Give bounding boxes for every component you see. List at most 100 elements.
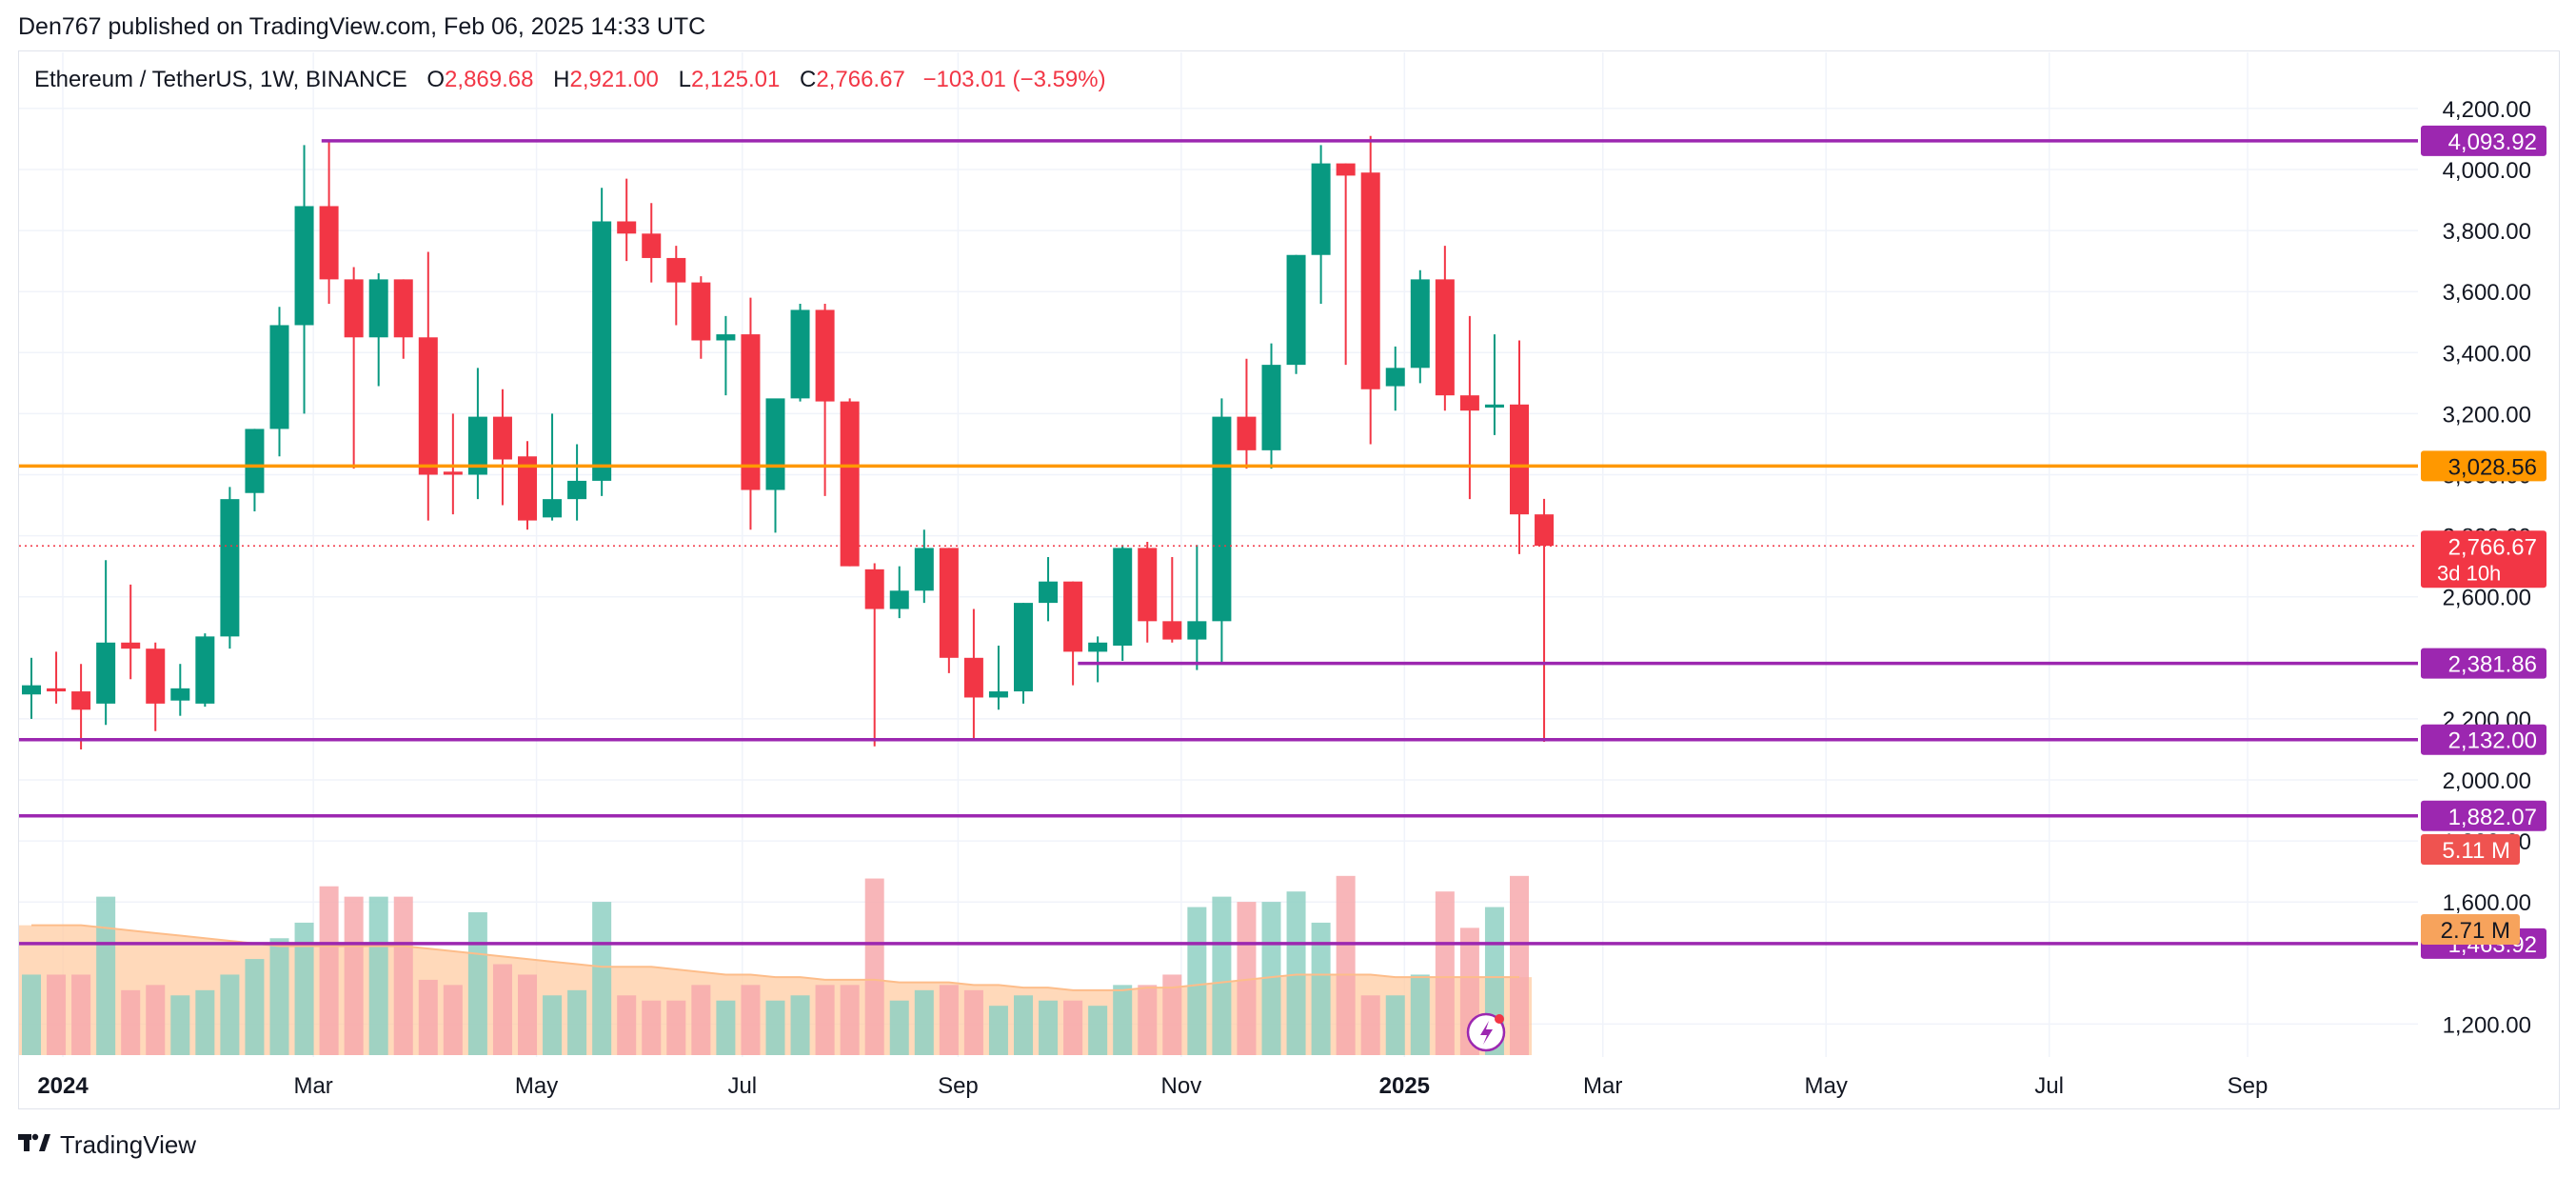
candle[interactable]	[1088, 636, 1108, 683]
candle[interactable]	[1336, 163, 1356, 366]
candle[interactable]	[269, 307, 289, 457]
candle[interactable]	[1138, 542, 1158, 643]
candle[interactable]	[1360, 135, 1380, 445]
candle[interactable]	[518, 441, 537, 530]
change-value: −103.01 (−3.59%)	[922, 67, 1106, 92]
notification-dot-icon	[1495, 1014, 1504, 1024]
candle[interactable]	[889, 566, 909, 619]
candle[interactable]	[691, 276, 711, 359]
candle[interactable]	[864, 563, 884, 747]
candle[interactable]	[393, 279, 413, 359]
candle[interactable]	[22, 657, 41, 719]
level-badge-label: 1,882.07	[2448, 805, 2537, 830]
volume-bar	[96, 896, 116, 1055]
candle[interactable]	[914, 529, 934, 604]
lightning-icon[interactable]	[1466, 1012, 1506, 1052]
footer[interactable]: TradingView	[18, 1127, 196, 1162]
candle[interactable]	[666, 246, 686, 326]
candle[interactable]	[1385, 346, 1405, 411]
volume-bar	[790, 995, 810, 1055]
candle[interactable]	[245, 429, 265, 511]
candle[interactable]	[319, 142, 339, 305]
candle-body	[1138, 548, 1158, 622]
candle[interactable]	[939, 548, 959, 673]
candle[interactable]	[1484, 334, 1504, 435]
candle[interactable]	[195, 633, 215, 708]
candle[interactable]	[1039, 557, 1059, 622]
candle[interactable]	[567, 444, 587, 521]
volume-bar	[319, 886, 339, 1055]
time-tick-label: Jul	[2034, 1073, 2064, 1099]
volume-bar	[269, 938, 289, 1055]
candle[interactable]	[1162, 557, 1182, 643]
candle-body	[47, 688, 67, 692]
volume-bar	[864, 878, 884, 1055]
candle[interactable]	[1311, 145, 1331, 305]
candle[interactable]	[1535, 498, 1555, 742]
candle[interactable]	[815, 304, 835, 496]
candle[interactable]	[1063, 581, 1083, 686]
candle[interactable]	[170, 664, 190, 716]
volume-bar	[170, 995, 190, 1055]
candle[interactable]	[617, 178, 637, 262]
candle[interactable]	[988, 645, 1008, 710]
candle[interactable]	[96, 560, 116, 726]
candle-body	[393, 279, 413, 338]
time-tick-label: May	[515, 1073, 558, 1099]
price-tick-label: 3,600.00	[2443, 280, 2531, 306]
symbol-legend[interactable]: Ethereum / TetherUS, 1W, BINANCE O2,869.…	[34, 67, 1106, 93]
candle-body	[1435, 279, 1455, 396]
price-tick-label: 2,600.00	[2443, 586, 2531, 611]
candle[interactable]	[1212, 398, 1232, 665]
candle[interactable]	[220, 487, 240, 649]
volume-bar	[1510, 875, 1529, 1055]
candle[interactable]	[368, 272, 388, 387]
candle[interactable]	[1459, 315, 1479, 500]
volume-bar	[1261, 902, 1281, 1055]
candle[interactable]	[146, 642, 166, 731]
candle[interactable]	[790, 304, 810, 402]
candle[interactable]	[1510, 340, 1529, 554]
candle[interactable]	[1261, 343, 1281, 469]
volume-bar	[22, 974, 41, 1055]
candle[interactable]	[963, 608, 983, 741]
candle[interactable]	[492, 389, 512, 506]
candle[interactable]	[418, 251, 438, 521]
candle[interactable]	[344, 267, 364, 469]
candle-body	[319, 206, 339, 280]
level-price-badge: 3,028.56	[2421, 450, 2546, 482]
candle[interactable]	[1435, 246, 1455, 411]
candle[interactable]	[467, 368, 487, 500]
level-price-badge: 1,882.07	[2421, 800, 2546, 831]
volume-bar	[467, 912, 487, 1055]
candle[interactable]	[443, 413, 463, 515]
candle-body	[765, 398, 785, 490]
candle[interactable]	[716, 315, 736, 396]
volume-bar	[815, 985, 835, 1055]
level-badge-label: 4,093.92	[2448, 130, 2537, 155]
candle[interactable]	[840, 398, 860, 567]
candle-body	[418, 337, 438, 475]
candle[interactable]	[1410, 269, 1430, 384]
candle[interactable]	[71, 664, 91, 749]
volume-bar	[741, 985, 761, 1055]
volume-bar	[1435, 891, 1455, 1055]
candle[interactable]	[592, 188, 612, 496]
volume-bar	[666, 1000, 686, 1055]
time-axis: 2024 Mar May Jul Sep Nov 2025 Mar May Jul Sep	[37, 1073, 2268, 1099]
candle[interactable]	[294, 145, 314, 414]
candle[interactable]	[1113, 545, 1133, 662]
price-tick-label: 1,200.00	[2443, 1012, 2531, 1038]
candle-body	[1113, 548, 1133, 646]
candle[interactable]	[741, 297, 761, 530]
candle[interactable]	[642, 203, 662, 283]
candle[interactable]	[1237, 358, 1257, 469]
candle[interactable]	[1187, 545, 1207, 670]
candle[interactable]	[1014, 603, 1033, 704]
candle[interactable]	[121, 584, 141, 680]
candle[interactable]	[47, 651, 67, 704]
candle-body	[1311, 163, 1331, 255]
candle-body	[170, 688, 190, 701]
candle[interactable]	[1286, 254, 1306, 374]
